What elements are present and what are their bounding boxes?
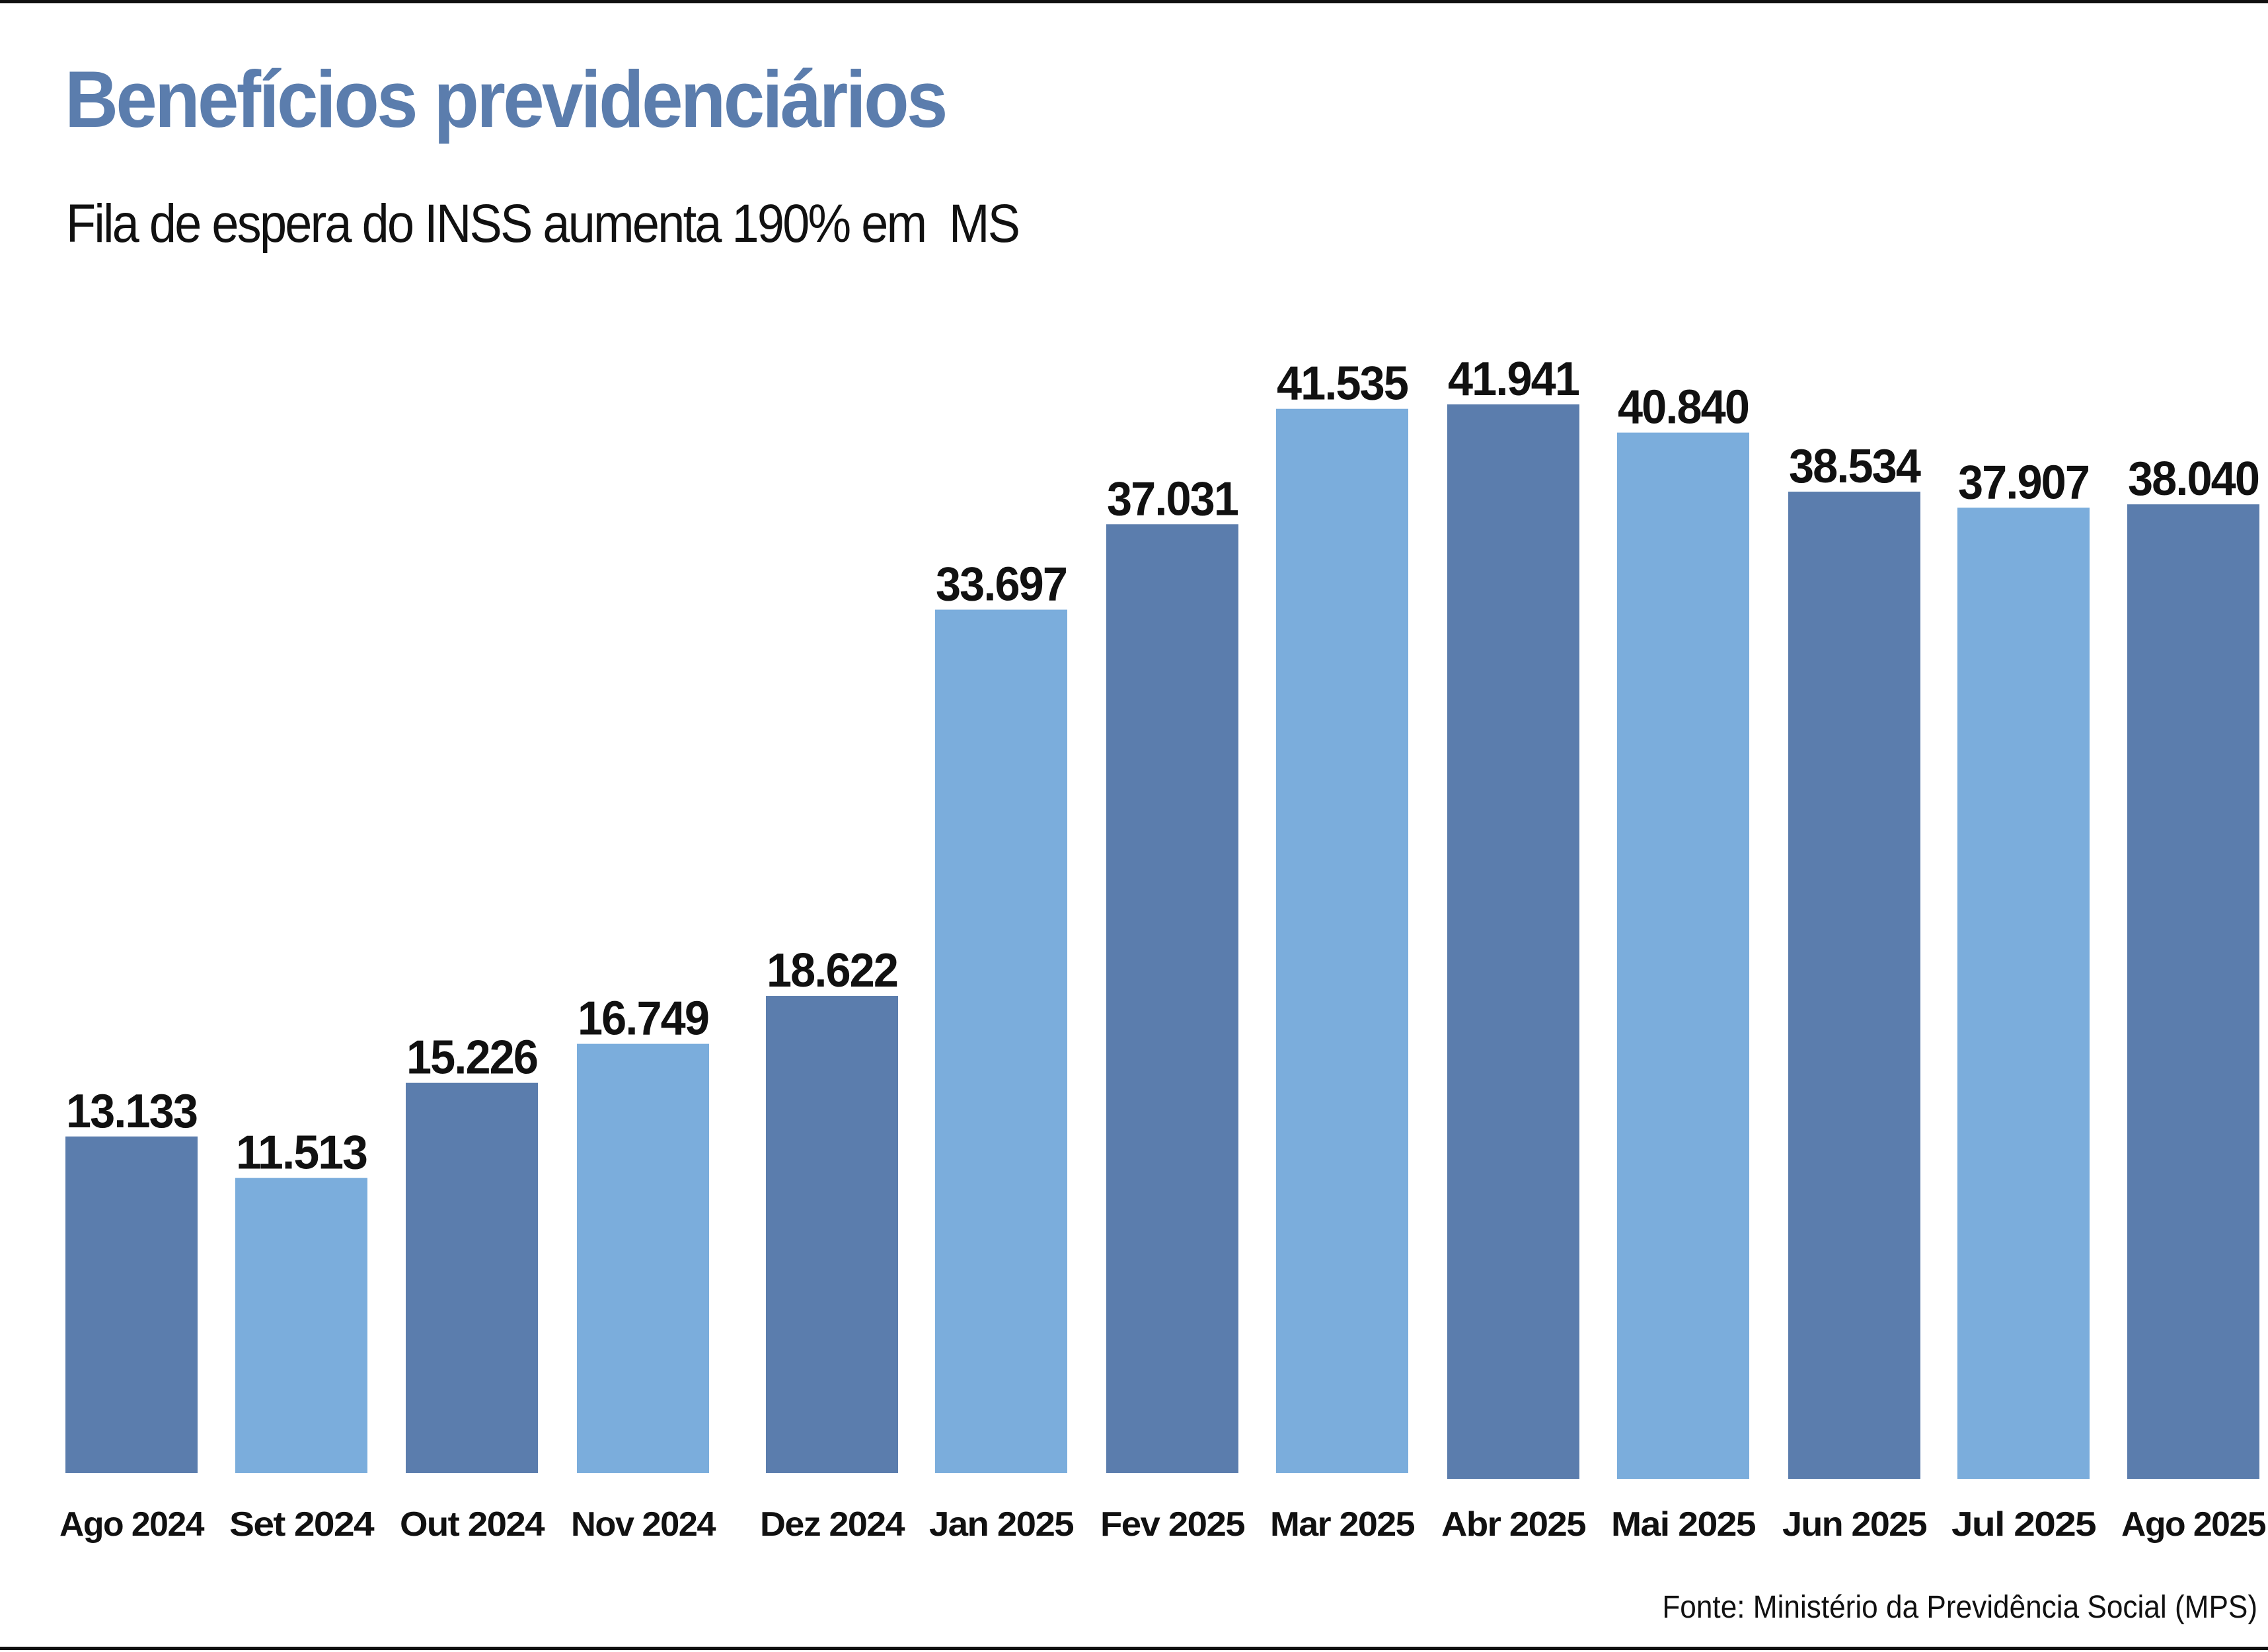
value-label: 41.941	[1448, 353, 1579, 406]
bottom-rule	[0, 1647, 2268, 1650]
source-note: Fonte: Ministério da Previdência Social …	[1662, 1590, 2257, 1625]
bar-nov-2024	[577, 1043, 709, 1473]
bar-ago-2025	[2127, 504, 2259, 1479]
value-label: 15.226	[406, 1032, 537, 1084]
category-label: Jan 2025	[929, 1505, 1074, 1544]
category-label: Fev 2025	[1100, 1505, 1245, 1544]
category-label: Jun 2025	[1782, 1505, 1927, 1544]
bar-ago-2024	[65, 1136, 198, 1473]
value-label: 37.031	[1107, 472, 1238, 525]
value-label: 41.535	[1277, 357, 1408, 410]
category-label: Ago 2025	[2121, 1505, 2266, 1544]
chart-subtitle: Fila de espera do INSS aumenta 190% em M…	[66, 194, 1020, 254]
bar-jul-2025	[1957, 507, 2090, 1479]
value-label: 38.040	[2128, 453, 2259, 506]
category-label: Dez 2024	[760, 1505, 905, 1544]
bar-jan-2025	[935, 609, 1067, 1473]
bar-fev-2025	[1106, 524, 1238, 1473]
chart-title: Benefícios previdenciários	[65, 54, 948, 144]
category-label: Nov 2024	[571, 1505, 716, 1544]
value-label: 11.513	[236, 1127, 367, 1180]
bar-mar-2025	[1276, 408, 1408, 1474]
category-label: Jul 2025	[1951, 1505, 2096, 1544]
category-label: Mar 2025	[1270, 1505, 1415, 1544]
value-label: 33.697	[936, 558, 1067, 611]
bar-jun-2025	[1788, 492, 1920, 1479]
category-label: Ago 2024	[59, 1505, 205, 1544]
top-rule	[0, 0, 2268, 3]
bar-dez-2024	[766, 996, 898, 1473]
value-label: 37.907	[1958, 456, 2089, 509]
bar-out-2024	[406, 1082, 538, 1473]
category-label: Abr 2025	[1441, 1505, 1586, 1544]
value-label: 13.133	[66, 1085, 197, 1138]
value-label: 40.840	[1618, 381, 1749, 434]
category-label: Out 2024	[400, 1505, 545, 1544]
value-label: 38.534	[1789, 440, 1921, 493]
category-label: Mai 2025	[1611, 1505, 1756, 1544]
bar-abr-2025	[1447, 404, 1579, 1479]
category-label: Set 2024	[229, 1505, 375, 1544]
bar-mai-2025	[1617, 432, 1749, 1479]
value-label: 18.622	[767, 944, 897, 997]
bar-set-2024	[235, 1178, 367, 1473]
value-label: 16.749	[578, 993, 708, 1045]
